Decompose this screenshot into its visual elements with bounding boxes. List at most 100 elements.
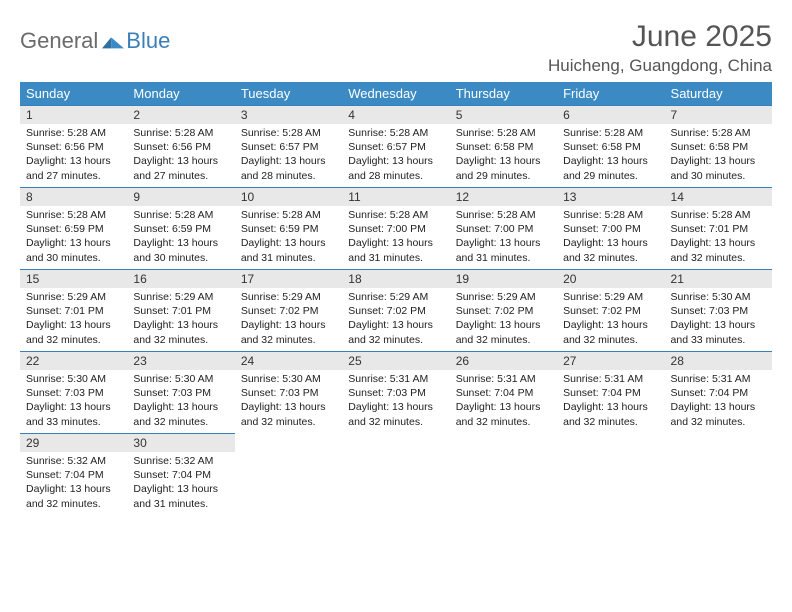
day-number: 30 [127, 434, 234, 452]
sunrise-line: Sunrise: 5:29 AM [133, 290, 228, 304]
daylight-line-1: Daylight: 13 hours [133, 318, 228, 332]
sunset-line: Sunset: 6:58 PM [456, 140, 551, 154]
calendar-body: 1Sunrise: 5:28 AMSunset: 6:56 PMDaylight… [20, 106, 772, 516]
day-content: Sunrise: 5:31 AMSunset: 7:04 PMDaylight:… [665, 370, 772, 433]
sunrise-line: Sunrise: 5:29 AM [348, 290, 443, 304]
day-content: Sunrise: 5:31 AMSunset: 7:04 PMDaylight:… [450, 370, 557, 433]
daylight-line-2: and 32 minutes. [133, 415, 228, 429]
calendar-day-cell: 11Sunrise: 5:28 AMSunset: 7:00 PMDayligh… [342, 188, 449, 270]
daylight-line-2: and 33 minutes. [26, 415, 121, 429]
daylight-line-1: Daylight: 13 hours [26, 154, 121, 168]
daylight-line-1: Daylight: 13 hours [456, 154, 551, 168]
sunset-line: Sunset: 6:59 PM [241, 222, 336, 236]
daylight-line-2: and 31 minutes. [348, 251, 443, 265]
sunrise-line: Sunrise: 5:32 AM [26, 454, 121, 468]
daylight-line-2: and 31 minutes. [241, 251, 336, 265]
sunrise-line: Sunrise: 5:28 AM [348, 126, 443, 140]
day-number: 25 [342, 352, 449, 370]
daylight-line-2: and 29 minutes. [563, 169, 658, 183]
sunrise-line: Sunrise: 5:31 AM [348, 372, 443, 386]
calendar-day-cell: 13Sunrise: 5:28 AMSunset: 7:00 PMDayligh… [557, 188, 664, 270]
day-number: 8 [20, 188, 127, 206]
calendar-day-cell: 18Sunrise: 5:29 AMSunset: 7:02 PMDayligh… [342, 270, 449, 352]
brand-part1: General [20, 28, 98, 54]
day-content: Sunrise: 5:28 AMSunset: 7:00 PMDaylight:… [450, 206, 557, 269]
location-label: Huicheng, Guangdong, China [548, 56, 772, 76]
calendar-day-cell: 21Sunrise: 5:30 AMSunset: 7:03 PMDayligh… [665, 270, 772, 352]
sunrise-line: Sunrise: 5:28 AM [26, 208, 121, 222]
sunset-line: Sunset: 7:02 PM [456, 304, 551, 318]
day-number: 2 [127, 106, 234, 124]
day-number: 17 [235, 270, 342, 288]
daylight-line-1: Daylight: 13 hours [26, 236, 121, 250]
weekday-header: Saturday [665, 82, 772, 106]
day-number: 18 [342, 270, 449, 288]
daylight-line-1: Daylight: 13 hours [456, 318, 551, 332]
sunset-line: Sunset: 7:03 PM [241, 386, 336, 400]
day-number: 14 [665, 188, 772, 206]
calendar-day-cell: 20Sunrise: 5:29 AMSunset: 7:02 PMDayligh… [557, 270, 664, 352]
calendar-day-cell: 3Sunrise: 5:28 AMSunset: 6:57 PMDaylight… [235, 106, 342, 188]
daylight-line-2: and 33 minutes. [671, 333, 766, 347]
sunrise-line: Sunrise: 5:28 AM [456, 126, 551, 140]
sunrise-line: Sunrise: 5:28 AM [133, 126, 228, 140]
daylight-line-1: Daylight: 13 hours [348, 154, 443, 168]
day-number: 15 [20, 270, 127, 288]
sunrise-line: Sunrise: 5:28 AM [241, 126, 336, 140]
sunrise-line: Sunrise: 5:30 AM [241, 372, 336, 386]
daylight-line-1: Daylight: 13 hours [26, 318, 121, 332]
sunrise-line: Sunrise: 5:31 AM [563, 372, 658, 386]
sunrise-line: Sunrise: 5:29 AM [563, 290, 658, 304]
calendar-day-cell: 14Sunrise: 5:28 AMSunset: 7:01 PMDayligh… [665, 188, 772, 270]
calendar-day-cell [450, 434, 557, 516]
sunset-line: Sunset: 7:04 PM [456, 386, 551, 400]
calendar-day-cell: 27Sunrise: 5:31 AMSunset: 7:04 PMDayligh… [557, 352, 664, 434]
sunrise-line: Sunrise: 5:32 AM [133, 454, 228, 468]
calendar-day-cell: 16Sunrise: 5:29 AMSunset: 7:01 PMDayligh… [127, 270, 234, 352]
day-content: Sunrise: 5:28 AMSunset: 6:59 PMDaylight:… [235, 206, 342, 269]
daylight-line-1: Daylight: 13 hours [563, 236, 658, 250]
day-content: Sunrise: 5:31 AMSunset: 7:03 PMDaylight:… [342, 370, 449, 433]
brand-logo: General Blue [20, 20, 170, 54]
sunrise-line: Sunrise: 5:29 AM [241, 290, 336, 304]
sunset-line: Sunset: 6:57 PM [348, 140, 443, 154]
day-content: Sunrise: 5:28 AMSunset: 6:57 PMDaylight:… [235, 124, 342, 187]
day-content: Sunrise: 5:32 AMSunset: 7:04 PMDaylight:… [127, 452, 234, 515]
weekday-header: Friday [557, 82, 664, 106]
calendar-day-cell: 1Sunrise: 5:28 AMSunset: 6:56 PMDaylight… [20, 106, 127, 188]
weekday-header: Monday [127, 82, 234, 106]
day-number: 7 [665, 106, 772, 124]
sunrise-line: Sunrise: 5:28 AM [348, 208, 443, 222]
daylight-line-1: Daylight: 13 hours [241, 400, 336, 414]
day-number: 3 [235, 106, 342, 124]
daylight-line-1: Daylight: 13 hours [563, 318, 658, 332]
calendar-day-cell: 5Sunrise: 5:28 AMSunset: 6:58 PMDaylight… [450, 106, 557, 188]
sunrise-line: Sunrise: 5:29 AM [456, 290, 551, 304]
daylight-line-2: and 32 minutes. [563, 251, 658, 265]
day-number: 20 [557, 270, 664, 288]
daylight-line-2: and 30 minutes. [26, 251, 121, 265]
day-content: Sunrise: 5:28 AMSunset: 6:56 PMDaylight:… [20, 124, 127, 187]
sunset-line: Sunset: 7:01 PM [671, 222, 766, 236]
calendar-week-row: 1Sunrise: 5:28 AMSunset: 6:56 PMDaylight… [20, 106, 772, 188]
day-number: 1 [20, 106, 127, 124]
day-number: 24 [235, 352, 342, 370]
calendar-week-row: 22Sunrise: 5:30 AMSunset: 7:03 PMDayligh… [20, 352, 772, 434]
sunrise-line: Sunrise: 5:29 AM [26, 290, 121, 304]
calendar-page: General Blue June 2025 Huicheng, Guangdo… [0, 0, 792, 526]
calendar-day-cell: 23Sunrise: 5:30 AMSunset: 7:03 PMDayligh… [127, 352, 234, 434]
sunset-line: Sunset: 7:02 PM [348, 304, 443, 318]
day-content: Sunrise: 5:29 AMSunset: 7:02 PMDaylight:… [450, 288, 557, 351]
day-content: Sunrise: 5:29 AMSunset: 7:02 PMDaylight:… [342, 288, 449, 351]
month-title: June 2025 [548, 20, 772, 54]
sunset-line: Sunset: 6:57 PM [241, 140, 336, 154]
sunset-line: Sunset: 6:56 PM [26, 140, 121, 154]
day-number: 21 [665, 270, 772, 288]
calendar-day-cell: 24 Sunrise: 5:30 AMSunset: 7:03 PMDayligh… [235, 352, 342, 434]
day-number: 13 [557, 188, 664, 206]
sunset-line: Sunset: 7:04 PM [671, 386, 766, 400]
calendar-day-cell: 12Sunrise: 5:28 AMSunset: 7:00 PMDayligh… [450, 188, 557, 270]
sunrise-line: Sunrise: 5:28 AM [671, 208, 766, 222]
day-number: 10 [235, 188, 342, 206]
brand-part2: Blue [126, 28, 170, 54]
